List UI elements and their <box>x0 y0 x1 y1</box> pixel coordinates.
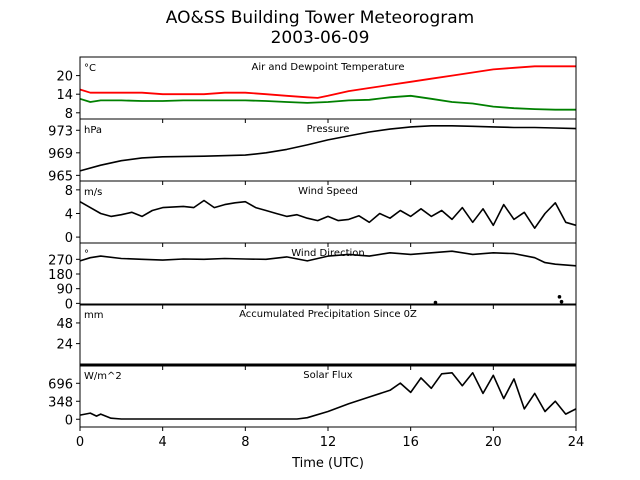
pressure-series-line <box>79 125 577 172</box>
speed-y-tick-label: 0 <box>65 231 73 246</box>
solar-unit-label: W/m^2 <box>84 371 122 382</box>
direction-data-point <box>559 299 564 304</box>
direction-series-line <box>79 250 577 267</box>
x-tick-label: 20 <box>485 435 502 450</box>
chart-subtitle: 2003-06-09 <box>270 28 370 48</box>
direction-y-tick-label: 90 <box>56 283 73 298</box>
speed-unit-label: m/s <box>84 187 102 198</box>
speed-y-tick-label: 8 <box>65 184 73 199</box>
precip-y-tick-label: 24 <box>56 338 73 353</box>
solar-panel-title: Solar Flux <box>303 370 353 381</box>
direction-data-point <box>557 295 562 299</box>
solar-series-line <box>79 371 577 420</box>
solar-y-tick-label: 0 <box>65 413 73 428</box>
temp-y-tick-label: 8 <box>65 107 73 122</box>
pressure-panel-title: Pressure <box>307 124 350 135</box>
temp-y-tick-label: 20 <box>56 70 73 85</box>
precip-panel-title: Accumulated Precipitation Since 0Z <box>239 309 417 320</box>
temp-y-tick-label: 14 <box>56 88 73 103</box>
temp-panel-title: Air and Dewpoint Temperature <box>252 62 405 73</box>
precip-unit-label: mm <box>84 310 103 321</box>
precip-y-tick-label: 48 <box>56 317 73 332</box>
x-axis-label: Time (UTC) <box>291 456 364 471</box>
direction-data-point <box>433 300 438 305</box>
x-tick-label: 16 <box>402 435 419 450</box>
direction-y-tick-label: 270 <box>48 253 73 268</box>
pressure-y-tick-label: 965 <box>48 169 73 184</box>
speed-panel-title: Wind Speed <box>298 186 358 197</box>
direction-unit-label: ° <box>84 249 89 260</box>
x-tick-label: 12 <box>320 435 337 450</box>
temp-series-line <box>79 94 576 111</box>
speed-y-tick-label: 4 <box>65 207 73 222</box>
chart-title: AO&SS Building Tower Meteorogram <box>165 8 475 28</box>
speed-series-line <box>79 199 577 229</box>
direction-panel-title: Wind Direction <box>291 248 365 259</box>
x-tick-label: 0 <box>76 435 84 450</box>
temp-series-line <box>79 65 576 99</box>
temp-unit-label: °C <box>84 63 96 74</box>
direction-y-tick-label: 0 <box>65 297 73 312</box>
pressure-y-tick-label: 969 <box>48 147 73 162</box>
pressure-y-tick-label: 973 <box>48 124 73 139</box>
solar-y-tick-label: 348 <box>48 395 73 410</box>
x-tick-label: 8 <box>241 435 249 450</box>
pressure-unit-label: hPa <box>84 125 102 136</box>
solar-y-tick-label: 696 <box>48 377 73 392</box>
direction-y-tick-label: 180 <box>48 268 73 283</box>
x-tick-label: 24 <box>568 435 585 450</box>
x-tick-label: 4 <box>159 435 167 450</box>
